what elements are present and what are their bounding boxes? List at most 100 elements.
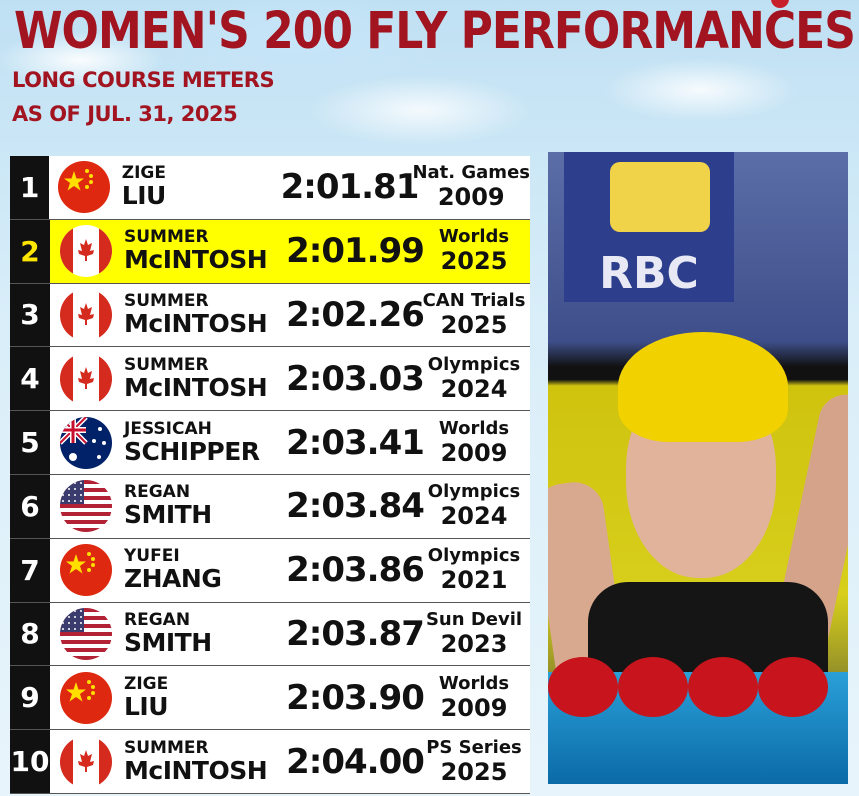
meet-name: Worlds [438, 226, 510, 248]
first-name: SUMMER [124, 227, 209, 248]
rankings-table: 1 ZIGE LIU 2:01.81 Nat. Games 2009 2 SUMMER McIN… [10, 156, 530, 794]
first-name: ZIGE [124, 673, 169, 694]
table-row: 3 SUMMER McINTOSH 2:02.26 CAN Trials 2025 [10, 283, 530, 348]
table-row: 4 SUMMER McINTOSH 2:03.03 Olympics 2024 [10, 347, 530, 412]
rank-number: 8 [10, 602, 50, 666]
australia-flag-icon [60, 416, 112, 469]
flag-cell [50, 347, 122, 410]
first-name: SUMMER [124, 737, 209, 758]
meet-name: Nat. Games [412, 162, 530, 184]
meet-name: CAN Trials [422, 289, 526, 311]
swim-time: 2:02.26 [286, 294, 425, 335]
subtitle-course: LONG COURSE METERS [12, 68, 275, 92]
last-name: SMITH [124, 627, 212, 657]
canada-flag-icon [60, 225, 112, 278]
rank-number: 4 [10, 347, 50, 411]
table-row: 7 YUFEI ZHANG 2:03.86 Olympics 2021 [10, 538, 530, 603]
swimmer-name: SUMMER McINTOSH [122, 347, 292, 410]
meet-year: 2009 [437, 183, 505, 212]
swimmer-photo: RBC [548, 152, 848, 784]
canada-flag-icon [60, 288, 112, 341]
table-row: 6 REGAN SMITH 2:03.84 Olympics 2024 [10, 474, 530, 539]
meet-info: PS Series 2025 [418, 730, 530, 793]
swim-time: 2:03.41 [286, 422, 425, 463]
lion-logo-icon [610, 162, 710, 232]
meet-info: Nat. Games 2009 [412, 156, 530, 219]
flag-cell [50, 666, 122, 729]
swimmer-name: YUFEI ZHANG [122, 539, 292, 602]
rbc-banner: RBC [564, 152, 734, 302]
flag-cell [49, 156, 120, 219]
last-name: LIU [124, 691, 169, 721]
meet-name: Olympics [427, 353, 521, 375]
meet-year: 2024 [440, 502, 508, 531]
table-row: 8 REGAN SMITH 2:03.87 Sun Devil 2023 [10, 602, 530, 667]
china-flag-icon [60, 671, 112, 724]
lane-rope-float [688, 657, 758, 717]
meet-name: Olympics [427, 545, 521, 567]
rank-number: 1 [10, 156, 50, 219]
meet-year: 2024 [440, 374, 508, 403]
lane-rope-float [618, 657, 688, 717]
flag-cell [50, 475, 122, 538]
meet-name: Worlds [438, 672, 510, 694]
meet-year: 2025 [440, 247, 508, 276]
usa-flag-icon [60, 480, 112, 533]
flag-cell [50, 411, 122, 474]
meet-year: 2009 [440, 438, 508, 467]
china-flag-icon [58, 161, 111, 214]
table-row: 5 JESSICAH SCHIPPER 2:03.41 Worlds 2009 [10, 411, 530, 475]
last-name: SMITH [124, 500, 212, 530]
decorative-dot [771, 0, 789, 8]
table-row: 10 SUMMER McINTOSH 2:04.00 PS Series 2025 [10, 730, 530, 794]
table-row: 1 ZIGE LIU 2:01.81 Nat. Games 2009 [10, 156, 530, 220]
canada-flag-icon [60, 735, 112, 788]
first-name: ZIGE [121, 163, 166, 184]
swimmer-name: SUMMER McINTOSH [122, 284, 292, 347]
swimmer-name: SUMMER McINTOSH [122, 220, 292, 283]
swimmer-name: ZIGE LIU [120, 156, 287, 219]
last-name: ZHANG [124, 564, 222, 594]
flag-cell [50, 603, 122, 666]
flag-cell [50, 220, 122, 283]
meet-info: Olympics 2024 [418, 475, 530, 538]
swim-time: 2:04.00 [286, 741, 425, 782]
rank-number: 10 [10, 730, 50, 793]
meet-name: Sun Devil [425, 608, 523, 630]
swim-cap [618, 332, 788, 442]
meet-info: Olympics 2021 [418, 539, 530, 602]
usa-flag-icon [60, 607, 112, 660]
meet-year: 2025 [440, 310, 508, 339]
lane-rope-float [548, 657, 618, 717]
first-name: JESSICAH [124, 418, 212, 439]
meet-info: Olympics 2024 [418, 347, 530, 410]
last-name: LIU [121, 181, 167, 211]
canada-flag-icon [60, 352, 112, 405]
swim-time: 2:01.99 [286, 231, 425, 272]
swim-time: 2:01.81 [280, 167, 420, 208]
last-name: McINTOSH [124, 755, 268, 785]
first-name: SUMMER [124, 354, 209, 375]
meet-name: Worlds [438, 417, 510, 439]
meet-year: 2025 [440, 757, 508, 786]
swim-time: 2:03.84 [286, 486, 425, 527]
swim-time: 2:03.90 [286, 677, 425, 718]
table-row: 2 SUMMER McINTOSH 2:01.99 Worlds 2025 [10, 219, 530, 284]
swimmer-name: ZIGE LIU [122, 666, 292, 729]
lane-rope-float [758, 657, 828, 717]
swimmer-name: REGAN SMITH [122, 603, 292, 666]
first-name: YUFEI [124, 546, 180, 567]
last-name: McINTOSH [124, 372, 268, 402]
rank-number: 6 [10, 474, 50, 538]
last-name: McINTOSH [124, 245, 268, 275]
meet-info: Worlds 2009 [418, 666, 530, 729]
rank-number: 9 [10, 666, 50, 730]
meet-info: CAN Trials 2025 [418, 284, 530, 347]
flag-cell [50, 730, 122, 793]
table-row: 9 ZIGE LIU 2:03.90 Worlds 2009 [10, 666, 530, 731]
meet-year: 2009 [440, 693, 508, 722]
swimmer-name: REGAN SMITH [122, 475, 292, 538]
swim-time: 2:03.87 [286, 613, 425, 654]
last-name: McINTOSH [124, 308, 268, 338]
subtitle-date: AS OF JUL. 31, 2025 [12, 102, 238, 126]
